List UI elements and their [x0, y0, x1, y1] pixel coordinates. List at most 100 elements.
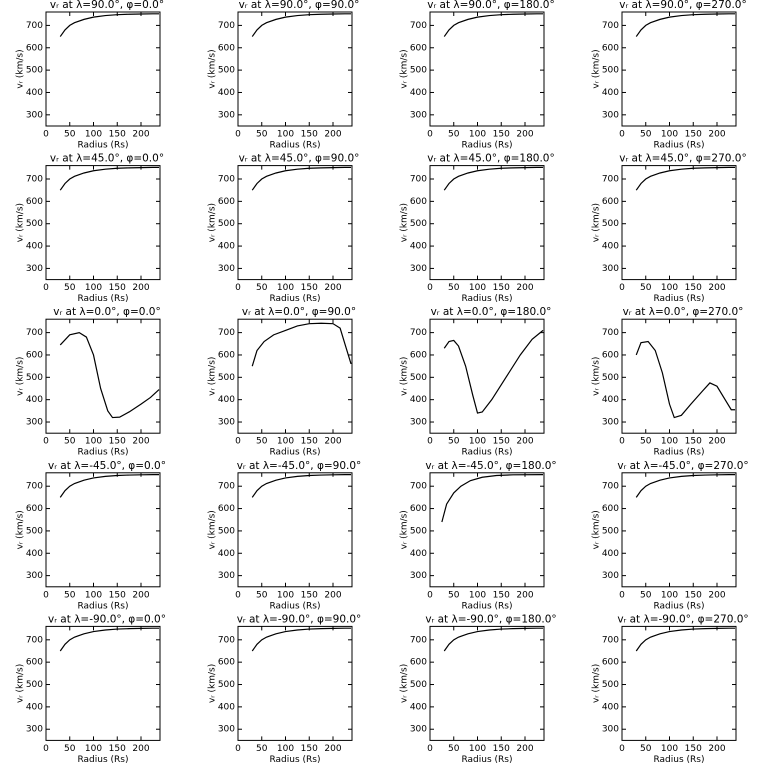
x-tick-label: 100: [661, 130, 678, 140]
y-axis-label: vᵣ (km/s): [208, 49, 218, 88]
x-tick-label: 100: [469, 590, 486, 600]
panel: vᵣ at λ=-45.0°, φ=270.0° 300 400 500 600 700 0…: [592, 460, 749, 612]
data-line: [635, 166, 736, 191]
y-axis-label: vᵣ (km/s): [16, 357, 26, 396]
panel: vᵣ at λ=-45.0°, φ=0.0° 300 400 500 600 700 0 50…: [16, 460, 166, 612]
y-tick-label: 300: [410, 571, 427, 581]
y-tick-label: 400: [26, 395, 43, 405]
y-tick-label: 700: [26, 175, 43, 185]
y-tick-label: 500: [26, 373, 43, 383]
y-tick-label: 700: [218, 482, 235, 492]
panel: vᵣ at λ=-45.0°, φ=180.0° 300 400 500 600 700 0…: [400, 460, 557, 612]
x-tick-label: 200: [132, 744, 149, 754]
x-tick-label: 0: [619, 130, 625, 140]
y-axis-label: vᵣ (km/s): [400, 49, 410, 88]
y-axis-label: vᵣ (km/s): [16, 203, 26, 242]
x-tick-label: 50: [448, 283, 460, 293]
panel-title: vᵣ at λ=-90.0°, φ=180.0°: [425, 613, 556, 625]
plot-frame: [45, 165, 161, 281]
data-line: [635, 340, 736, 419]
y-tick-label: 400: [602, 395, 619, 405]
y-axis-label: vᵣ (km/s): [592, 203, 602, 242]
y-tick-label: 700: [218, 175, 235, 185]
y-tick-label: 400: [410, 549, 427, 559]
panel: vᵣ at λ=-90.0°, φ=0.0° 300 400 500 600 700 0 50…: [16, 613, 166, 765]
x-tick-label: 0: [235, 437, 241, 447]
data-line: [443, 166, 544, 191]
x-tick-label: 150: [685, 744, 702, 754]
x-tick-label: 50: [256, 744, 268, 754]
x-tick-label: 200: [708, 283, 725, 293]
plot-frame: [429, 625, 545, 741]
y-tick-label: 600: [410, 504, 427, 514]
y-tick-label: 600: [602, 197, 619, 207]
x-tick-label: 150: [109, 283, 126, 293]
y-tick-label: 500: [602, 373, 619, 383]
y-tick-label: 400: [26, 549, 43, 559]
x-tick-label: 50: [256, 130, 268, 140]
x-tick-label: 50: [256, 590, 268, 600]
y-tick-label: 700: [602, 482, 619, 492]
y-axis-label: vᵣ (km/s): [592, 357, 602, 396]
data-line: [251, 166, 352, 191]
panel: vᵣ at λ=90.0°, φ=180.0° 300 400 500 600 700 0 5…: [400, 0, 555, 151]
x-tick-label: 100: [469, 437, 486, 447]
panel: vᵣ at λ=45.0°, φ=0.0° 300 400 500 600 700 0 50 1…: [16, 153, 165, 305]
y-tick-label: 600: [26, 197, 43, 207]
y-tick-label: 300: [410, 264, 427, 274]
x-tick-label: 200: [132, 130, 149, 140]
y-tick-label: 400: [602, 242, 619, 252]
data-line: [59, 331, 160, 419]
y-tick-label: 300: [410, 418, 427, 428]
y-tick-label: 500: [410, 526, 427, 536]
x-tick-label: 200: [132, 283, 149, 293]
y-tick-label: 300: [26, 725, 43, 735]
x-tick-label: 150: [301, 744, 318, 754]
panel-title: vᵣ at λ=-45.0°, φ=90.0°: [237, 460, 362, 472]
y-tick-label: 700: [410, 21, 427, 31]
y-tick-label: 300: [602, 418, 619, 428]
y-tick-label: 500: [410, 373, 427, 383]
x-tick-label: 150: [493, 283, 510, 293]
x-axis-label: Radius (Rs): [461, 601, 512, 611]
plot-frame: [45, 472, 161, 588]
y-axis-label: vᵣ (km/s): [16, 49, 26, 88]
panel-title: vᵣ at λ=0.0°, φ=90.0°: [242, 306, 356, 318]
x-tick-label: 50: [640, 130, 652, 140]
y-tick-label: 400: [602, 702, 619, 712]
data-line: [59, 166, 160, 191]
x-tick-label: 0: [235, 130, 241, 140]
plot-frame: [621, 472, 737, 588]
x-tick-label: 100: [469, 283, 486, 293]
x-tick-label: 200: [324, 283, 341, 293]
y-tick-label: 700: [602, 21, 619, 31]
data-line: [635, 473, 736, 498]
y-axis-label: vᵣ (km/s): [592, 664, 602, 703]
x-axis-label: Radius (Rs): [77, 141, 128, 151]
y-axis-label: vᵣ (km/s): [16, 510, 26, 549]
plot-frame: [429, 165, 545, 281]
x-tick-label: 0: [619, 283, 625, 293]
x-tick-label: 200: [324, 744, 341, 754]
panel-title: vᵣ at λ=-45.0°, φ=270.0°: [617, 460, 748, 472]
panel: vᵣ at λ=90.0°, φ=270.0° 300 400 500 600 700 0 5…: [592, 0, 747, 151]
x-tick-label: 150: [685, 590, 702, 600]
panel: vᵣ at λ=45.0°, φ=90.0° 300 400 500 600 700 0 50…: [208, 153, 360, 305]
panel-title: vᵣ at λ=90.0°, φ=270.0°: [619, 0, 747, 11]
panel-title: vᵣ at λ=-45.0°, φ=0.0°: [48, 460, 166, 472]
y-tick-label: 300: [26, 264, 43, 274]
x-tick-label: 100: [277, 590, 294, 600]
x-tick-label: 200: [516, 744, 533, 754]
x-tick-label: 200: [516, 283, 533, 293]
y-tick-label: 700: [218, 21, 235, 31]
panel-title: vᵣ at λ=45.0°, φ=180.0°: [427, 153, 555, 165]
data-line: [443, 13, 544, 37]
y-tick-label: 300: [602, 571, 619, 581]
x-tick-label: 0: [427, 437, 433, 447]
x-tick-label: 50: [448, 590, 460, 600]
x-tick-label: 100: [661, 437, 678, 447]
x-axis-label: Radius (Rs): [269, 755, 320, 765]
x-tick-label: 50: [448, 130, 460, 140]
x-tick-label: 50: [256, 283, 268, 293]
